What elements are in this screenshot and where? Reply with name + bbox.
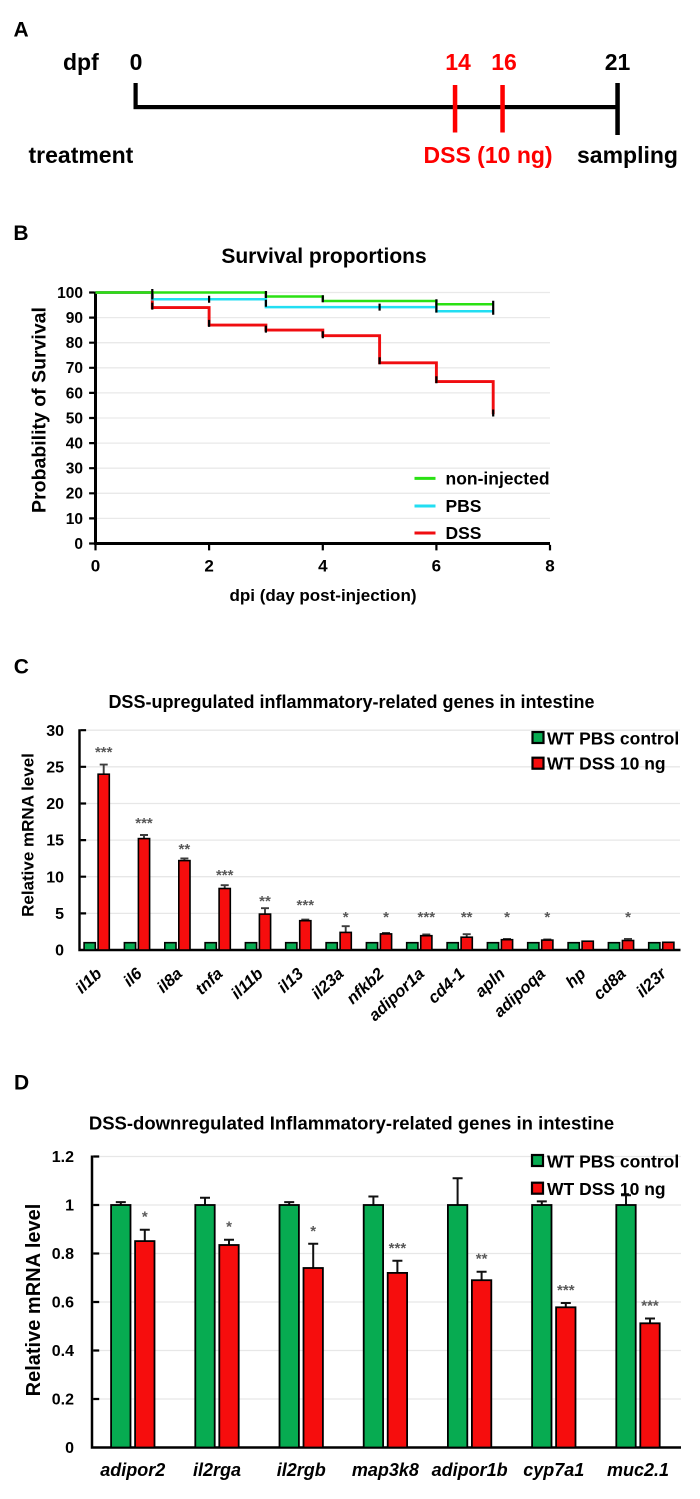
svg-text:20: 20	[46, 796, 64, 813]
svg-text:*: *	[544, 909, 550, 926]
svg-text:*: *	[142, 1209, 148, 1226]
svg-text:0: 0	[65, 1440, 74, 1457]
svg-text:Relative mRNA level: Relative mRNA level	[23, 1204, 45, 1397]
svg-text:il2rga: il2rga	[193, 1460, 241, 1480]
svg-text:il8a: il8a	[154, 965, 186, 997]
svg-text:***: ***	[418, 909, 436, 926]
svg-text:il23a: il23a	[308, 965, 347, 1003]
svg-text:*: *	[383, 909, 389, 926]
svg-text:0: 0	[130, 49, 143, 75]
svg-text:30: 30	[46, 723, 64, 740]
svg-text:il13: il13	[275, 965, 307, 997]
svg-text:WT DSS 10 ng: WT DSS 10 ng	[547, 754, 666, 774]
svg-text:1.2: 1.2	[52, 1149, 74, 1166]
svg-text:WT DSS 10 ng: WT DSS 10 ng	[547, 1179, 666, 1199]
svg-text:5: 5	[55, 906, 64, 923]
svg-text:cd8a: cd8a	[590, 965, 630, 1004]
svg-text:30: 30	[66, 461, 83, 478]
svg-text:DSS: DSS	[446, 523, 482, 543]
svg-text:adipor2: adipor2	[100, 1460, 165, 1480]
svg-text:il23r: il23r	[633, 964, 671, 1001]
svg-text:il1b: il1b	[72, 965, 105, 998]
svg-text:***: ***	[389, 1240, 407, 1257]
svg-text:tnfa: tnfa	[192, 965, 226, 999]
svg-text:14: 14	[445, 49, 471, 75]
svg-text:20: 20	[66, 486, 83, 503]
svg-text:treatment: treatment	[29, 142, 134, 168]
svg-text:WT PBS control: WT PBS control	[547, 729, 679, 749]
svg-text:0: 0	[91, 557, 100, 576]
svg-text:***: ***	[95, 744, 113, 761]
svg-text:muc2.1: muc2.1	[607, 1460, 669, 1480]
svg-text:40: 40	[66, 436, 83, 453]
svg-text:***: ***	[216, 867, 234, 884]
svg-text:**: **	[259, 893, 271, 910]
svg-text:il2rgb: il2rgb	[277, 1460, 326, 1480]
svg-text:70: 70	[66, 360, 83, 377]
svg-text:dpf: dpf	[63, 49, 99, 75]
svg-text:***: ***	[297, 897, 315, 914]
svg-text:25: 25	[46, 759, 64, 776]
svg-text:0.2: 0.2	[52, 1392, 74, 1409]
svg-text:50: 50	[66, 410, 83, 427]
svg-text:DSS-upregulated inflammatory-r: DSS-upregulated inflammatory-related gen…	[108, 692, 594, 712]
svg-text:cd4-1: cd4-1	[425, 965, 469, 1008]
svg-text:map3k8: map3k8	[352, 1460, 419, 1480]
svg-text:***: ***	[557, 1282, 575, 1299]
svg-text:1: 1	[65, 1198, 74, 1215]
svg-text:80: 80	[66, 335, 83, 352]
svg-text:*: *	[310, 1223, 316, 1240]
svg-text:hp: hp	[562, 965, 589, 992]
svg-text:Relative mRNA level: Relative mRNA level	[19, 753, 38, 917]
svg-text:16: 16	[491, 49, 517, 75]
svg-text:8: 8	[545, 557, 554, 576]
svg-text:0.4: 0.4	[52, 1343, 74, 1360]
svg-text:6: 6	[432, 557, 441, 576]
svg-text:*: *	[226, 1219, 232, 1236]
svg-text:0.8: 0.8	[52, 1246, 74, 1263]
svg-text:**: **	[461, 909, 473, 926]
svg-text:100: 100	[57, 285, 83, 302]
svg-text:C: C	[14, 656, 29, 679]
svg-text:10: 10	[66, 511, 83, 528]
svg-text:sampling: sampling	[577, 142, 678, 168]
svg-text:**: **	[476, 1251, 488, 1268]
svg-text:adipor1b: adipor1b	[432, 1460, 508, 1480]
svg-text:D: D	[14, 1072, 29, 1095]
svg-text:*: *	[504, 909, 510, 926]
svg-text:Probability of Survival: Probability of Survival	[29, 307, 51, 513]
svg-text:21: 21	[605, 49, 631, 75]
svg-text:non-injected: non-injected	[446, 469, 550, 489]
svg-text:15: 15	[46, 833, 64, 850]
svg-text:0: 0	[55, 943, 64, 960]
svg-text:***: ***	[135, 815, 153, 832]
svg-text:il6: il6	[120, 964, 146, 990]
svg-text:***: ***	[641, 1298, 659, 1315]
svg-text:0.6: 0.6	[52, 1295, 74, 1312]
svg-text:**: **	[179, 841, 191, 858]
svg-text:WT PBS control: WT PBS control	[547, 1152, 679, 1172]
svg-text:dpi (day post-injection): dpi (day post-injection)	[230, 586, 417, 605]
svg-text:il11b: il11b	[228, 965, 267, 1003]
svg-text:60: 60	[66, 385, 83, 402]
svg-text:DSS (10 ng): DSS (10 ng)	[424, 142, 553, 168]
svg-text:Survival proportions: Survival proportions	[221, 245, 426, 268]
svg-text:90: 90	[66, 310, 83, 327]
svg-text:B: B	[13, 222, 28, 245]
svg-text:cyp7a1: cyp7a1	[523, 1460, 584, 1480]
svg-text:A: A	[14, 19, 29, 42]
svg-text:2: 2	[204, 557, 213, 576]
svg-text:4: 4	[318, 557, 328, 576]
svg-text:0: 0	[74, 536, 83, 553]
svg-text:DSS-downregulated Inflammatory: DSS-downregulated Inflammatory-related g…	[89, 1113, 614, 1134]
svg-text:*: *	[625, 909, 631, 926]
svg-text:PBS: PBS	[446, 496, 482, 516]
svg-text:10: 10	[46, 869, 64, 886]
svg-text:*: *	[343, 909, 349, 926]
